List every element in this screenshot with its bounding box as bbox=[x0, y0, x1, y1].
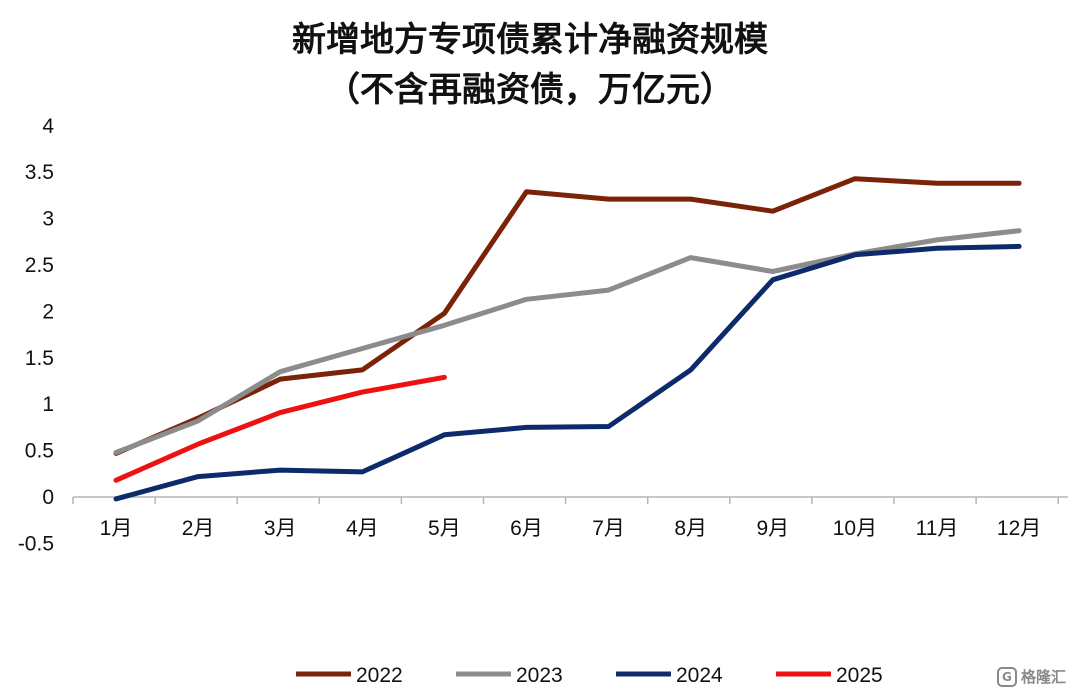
x-tick-label: 9月 bbox=[756, 517, 789, 540]
watermark-text: 格隆汇 bbox=[1020, 668, 1066, 686]
watermark-logo-icon: G bbox=[996, 666, 1017, 687]
chart-subtitle: （不含再融资债，万亿元） bbox=[326, 70, 734, 110]
x-tick-label: 7月 bbox=[592, 517, 625, 540]
legend-label-2024: 2024 bbox=[676, 664, 723, 687]
legend-label-2023: 2023 bbox=[516, 664, 563, 687]
x-tick-label: 6月 bbox=[510, 517, 543, 540]
x-tick-label: 5月 bbox=[428, 517, 461, 540]
chart-title: 新增地方专项债累计净融资规模 bbox=[292, 20, 768, 60]
y-tick-label: 3.5 bbox=[25, 161, 54, 184]
y-tick-label: 0 bbox=[42, 486, 54, 509]
y-tick-label: 0.5 bbox=[25, 440, 54, 463]
y-tick-label: 1 bbox=[42, 393, 54, 416]
series-line-2024 bbox=[113, 243, 1022, 502]
x-tick-label: 10月 bbox=[833, 517, 877, 540]
x-tick-label: 3月 bbox=[264, 517, 297, 540]
x-tick-label: 4月 bbox=[346, 517, 379, 540]
y-tick-label: -0.5 bbox=[18, 532, 54, 555]
y-tick-label: 4 bbox=[42, 115, 54, 138]
y-tick-label: 2.5 bbox=[25, 254, 54, 277]
watermark: G 格隆汇 bbox=[996, 666, 1066, 687]
x-tick-label: 2月 bbox=[182, 517, 215, 540]
legend-label-2025: 2025 bbox=[836, 664, 883, 687]
y-tick-label: 3 bbox=[42, 208, 54, 231]
series-line-2023 bbox=[113, 228, 1022, 455]
series-line-2025 bbox=[113, 374, 447, 483]
x-tick-label: 11月 bbox=[916, 517, 959, 540]
x-tick-label: 1月 bbox=[100, 517, 133, 540]
x-tick-label: 8月 bbox=[674, 517, 707, 540]
x-tick-label: 12月 bbox=[997, 517, 1041, 540]
y-tick-label: 2 bbox=[42, 300, 54, 323]
legend: 2022 2023 2024 2025 bbox=[296, 664, 883, 687]
legend-label-2022: 2022 bbox=[356, 664, 403, 687]
y-axis: -0.5 0 0.5 1 1.5 2 2.5 3 3.5 4 bbox=[18, 115, 55, 556]
y-tick-label: 1.5 bbox=[25, 347, 54, 370]
series-line-2022 bbox=[113, 176, 1022, 456]
series-lines bbox=[113, 176, 1022, 502]
x-axis: 1月 2月 3月 4月 5月 6月 7月 8月 9月 10月 11月 12月 bbox=[72, 496, 1068, 540]
